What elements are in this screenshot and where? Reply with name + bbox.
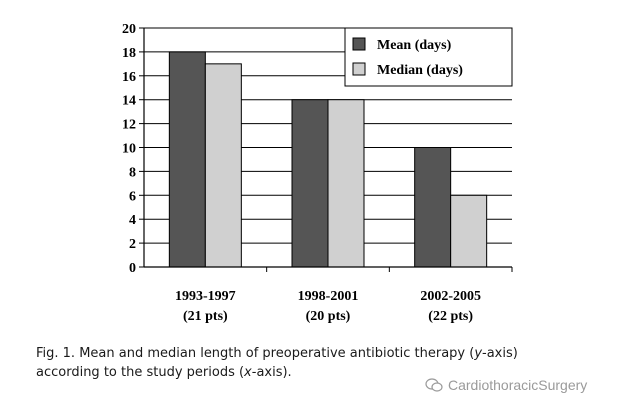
y-tick-label-4: 4 [129,213,136,228]
y-tick-label-6: 6 [129,189,136,204]
legend-label-1: Median (days) [377,63,463,78]
figure-caption: Fig. 1. Mean and median length of preope… [36,344,606,382]
legend: Mean (days) Median (days) [344,27,513,87]
y-tick-label-0: 0 [129,261,136,276]
category-label-1-0: 1998-2001 [298,289,359,304]
bar-mean-0 [168,51,206,268]
caption-prefix: Fig. 1. Mean and median length of preope… [36,346,475,361]
category-label-0-1: (21 pts) [183,309,228,324]
bar-chart: 0 2 4 6 8 10 12 14 16 18 20 1993-1997 (21 pts) 1998-… [122,22,513,324]
legend-box [344,27,513,87]
bar-mean-2 [414,147,452,268]
caption-line2: according to the study periods ( [36,365,245,380]
legend-label-0: Mean (days) [377,38,452,53]
category-label-0-0: 1993-1997 [175,289,236,304]
caption-middle: -axis) [482,346,518,361]
caption-y: y [474,346,483,361]
y-tick-label-12: 12 [122,118,136,133]
category-label-1-1: (20 pts) [306,309,351,324]
bar-mean-1 [291,99,329,268]
bar-median-2 [450,194,488,268]
caption-end: -axis). [251,365,292,380]
legend-swatch-1 [352,62,366,76]
y-tick-label-2: 2 [129,237,136,252]
y-tick-label-16: 16 [122,70,136,85]
y-tick-label-20: 20 [122,22,136,37]
y-tick-label-14: 14 [122,94,136,109]
y-tick-label-10: 10 [122,142,136,157]
watermark: CardiothoracicSurgery [425,377,587,393]
bar-median-1 [327,99,365,268]
wechat-icon [425,378,443,392]
y-tick-labels: 0 2 4 6 8 10 12 14 16 18 20 [122,22,144,276]
category-label-2-0: 2002-2005 [420,289,481,304]
caption-x: x [244,365,252,380]
legend-swatch-0 [352,37,366,51]
watermark-text: CardiothoracicSurgery [448,377,588,393]
y-tick-label-8: 8 [129,165,136,180]
y-tick-label-18: 18 [122,46,136,61]
category-labels: 1993-1997 (21 pts) 1998-2001 (20 pts) 2002-2… [175,289,481,324]
bar-median-0 [204,63,242,268]
category-label-2-1: (22 pts) [428,309,473,324]
